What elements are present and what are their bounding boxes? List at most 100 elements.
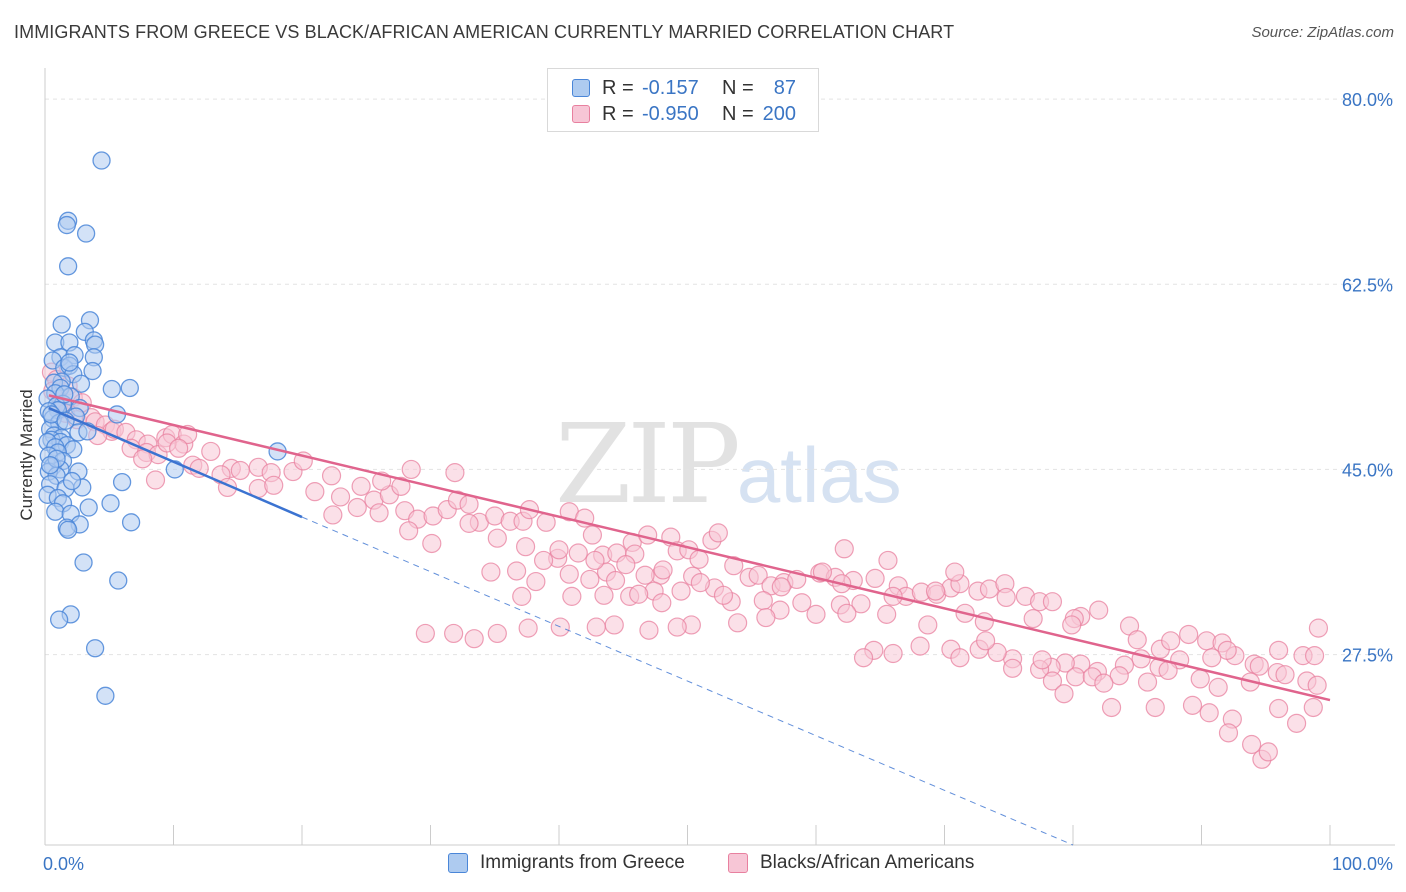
data-point-greece	[112, 472, 132, 492]
data-point-greece	[83, 361, 102, 381]
data-point-black	[506, 561, 527, 581]
data-point-black	[653, 560, 673, 580]
data-point-black	[582, 525, 603, 545]
data-point-greece	[79, 498, 98, 517]
data-point-black	[792, 593, 812, 613]
data-point-black	[444, 623, 464, 644]
data-point-black	[1199, 703, 1219, 723]
data-point-black	[568, 543, 588, 563]
r-value: -0.950	[642, 102, 699, 125]
data-point-black	[169, 438, 189, 458]
data-point-black	[1094, 673, 1114, 693]
data-point-black	[1303, 697, 1323, 718]
data-point-greece	[60, 353, 79, 372]
data-point-black	[667, 617, 687, 637]
data-point-black	[594, 585, 614, 605]
legend-swatch-pink	[728, 853, 748, 873]
r-label: R =	[602, 102, 634, 125]
data-point-black	[1190, 669, 1210, 689]
data-point-greece	[71, 374, 91, 393]
watermark-zip: ZIP	[555, 400, 741, 528]
data-point-black	[629, 584, 649, 604]
legend-item-greece[interactable]: Immigrants from Greece	[448, 852, 685, 874]
data-point-black	[1161, 631, 1181, 651]
data-point-greece	[102, 379, 121, 399]
data-point-black	[689, 549, 709, 569]
data-point-black	[145, 470, 166, 490]
data-point-black	[1042, 592, 1063, 612]
legend-swatch-blue	[448, 853, 468, 873]
data-point-greece	[58, 520, 78, 539]
data-point-greece	[40, 456, 60, 475]
data-point-black	[1042, 671, 1063, 691]
data-point-black	[230, 460, 250, 481]
data-point-black	[1242, 734, 1262, 755]
x-tick-label: 0.0%	[43, 854, 84, 874]
data-point-black	[1065, 667, 1086, 687]
data-point-black	[585, 550, 605, 571]
data-point-black	[1268, 698, 1289, 719]
data-point-black	[834, 539, 854, 559]
data-point-black	[133, 449, 153, 469]
data-point-greece	[120, 378, 139, 398]
data-point-black	[605, 570, 626, 591]
data-point-black	[559, 564, 579, 584]
data-point-black	[1023, 609, 1043, 629]
data-point-black	[1202, 648, 1222, 668]
trend-line-greece	[48, 406, 303, 519]
data-point-greece	[85, 639, 105, 658]
data-point-greece	[74, 553, 93, 572]
data-point-black	[748, 565, 768, 585]
data-point-black	[1109, 666, 1129, 686]
data-point-black	[910, 636, 930, 656]
r-label: R =	[602, 76, 634, 99]
legend-item-black[interactable]: Blacks/African Americans	[728, 852, 974, 874]
data-point-black	[526, 571, 546, 592]
data-point-black	[487, 528, 507, 548]
data-point-black	[635, 565, 655, 585]
data-point-black	[1275, 665, 1295, 685]
data-point-black	[1307, 675, 1327, 695]
data-point-black	[724, 556, 744, 576]
data-point-black	[415, 623, 435, 644]
data-point-black	[728, 613, 748, 633]
data-point-black	[652, 593, 672, 613]
legend-label-greece: Immigrants from Greece	[480, 852, 685, 873]
data-point-greece	[107, 405, 127, 424]
data-point-black	[1054, 684, 1074, 704]
n-value: 200	[762, 102, 796, 125]
data-point-black	[851, 594, 871, 614]
data-point-black	[201, 441, 221, 462]
data-point-black	[925, 581, 946, 601]
data-point-black	[639, 620, 659, 640]
data-point-black	[756, 607, 776, 628]
r-value: -0.157	[642, 76, 699, 99]
data-point-black	[518, 618, 538, 638]
data-point-black	[806, 604, 826, 624]
data-point-black	[883, 643, 903, 664]
data-point-black	[877, 604, 897, 624]
data-point-greece	[58, 257, 78, 276]
data-point-black	[1032, 650, 1052, 670]
data-point-black	[1218, 723, 1239, 743]
data-point-black	[1101, 697, 1122, 718]
n-value: 87	[773, 76, 796, 99]
data-point-black	[837, 603, 857, 623]
data-point-black	[330, 487, 351, 507]
data-point-black	[347, 497, 367, 518]
data-point-black	[533, 550, 554, 571]
data-point-black	[1268, 640, 1289, 660]
data-point-black	[976, 631, 996, 651]
y-tick-label: 62.5%	[1342, 275, 1393, 295]
data-point-black	[321, 466, 342, 486]
data-point-black	[708, 523, 728, 543]
trend-line-greece-extended	[301, 516, 1074, 846]
data-point-black	[1249, 656, 1269, 676]
data-point-black	[713, 585, 734, 605]
data-point-greece	[62, 471, 82, 491]
data-point-black	[422, 533, 442, 554]
source-label: Source: ZipAtlas.com	[1251, 24, 1394, 41]
watermark-atlas: atlas	[736, 431, 902, 519]
data-point-black	[512, 586, 532, 606]
